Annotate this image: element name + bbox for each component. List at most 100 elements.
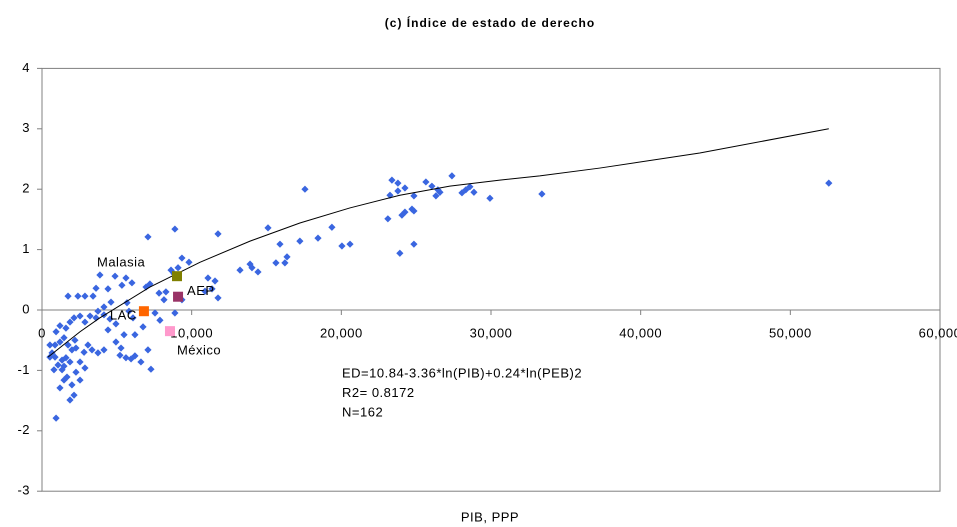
- scatter-point: [104, 285, 112, 293]
- scatter-point: [76, 312, 84, 320]
- scatter-point: [139, 323, 147, 331]
- scatter-point: [432, 192, 440, 200]
- x-tick-label: 50,000: [769, 325, 812, 340]
- scatter-point: [70, 391, 78, 399]
- scatter-point: [127, 355, 135, 363]
- scatter-point: [401, 184, 409, 192]
- scatter-point: [201, 287, 209, 295]
- scatter-point: [56, 338, 64, 346]
- scatter-point: [94, 307, 102, 315]
- scatter-point: [394, 187, 402, 195]
- scatter-point: [384, 215, 392, 223]
- scatter-point: [129, 314, 137, 322]
- scatter-point: [84, 341, 92, 349]
- scatter-point: [66, 358, 74, 366]
- point-label: Malasia: [97, 255, 146, 270]
- scatter-point: [51, 353, 59, 361]
- scatter-point: [396, 249, 404, 257]
- scatter-point: [272, 259, 280, 267]
- scatter-point: [70, 314, 78, 322]
- scatter-point: [328, 223, 336, 231]
- y-tick-label: 4: [22, 60, 30, 75]
- scatter-point: [68, 346, 76, 354]
- scatter-point: [538, 190, 546, 198]
- scatter-point: [386, 191, 394, 199]
- scatter-point: [80, 348, 88, 356]
- scatter-point: [46, 341, 54, 349]
- point-label: México: [177, 343, 221, 358]
- scatter-point: [96, 271, 104, 279]
- scatter-point: [54, 361, 62, 369]
- scatter-point: [346, 240, 354, 248]
- annotation: ED=10.84-3.36*ln(PIB)+0.24*ln(PEB)2: [342, 365, 582, 380]
- scatter-point: [314, 234, 322, 242]
- y-tick-label: 3: [22, 120, 30, 135]
- annotation: N=162: [342, 404, 383, 419]
- scatter-point: [296, 237, 304, 245]
- scatter-point: [60, 334, 68, 342]
- scatter-point: [111, 272, 119, 280]
- x-axis-label: PIB, PPP: [461, 509, 519, 524]
- point-label: LAC: [110, 308, 137, 323]
- scatter-point: [410, 240, 418, 248]
- scatter-point: [422, 178, 430, 186]
- annotation: R2= 0.8172: [342, 385, 415, 400]
- scatter-point: [825, 179, 833, 187]
- scatter-point: [156, 316, 164, 324]
- scatter-point: [76, 358, 84, 366]
- scatter-point: [174, 264, 182, 272]
- scatter-point: [208, 285, 216, 293]
- scatter-point: [142, 283, 150, 291]
- scatter-point: [466, 183, 474, 191]
- scatter-point: [410, 192, 418, 200]
- y-tick-label: -3: [17, 483, 30, 498]
- scatter-point: [68, 381, 76, 389]
- scatter-point: [74, 292, 82, 300]
- scatter-point: [52, 328, 60, 336]
- scatter-point: [281, 259, 289, 267]
- scatter-point: [131, 331, 139, 339]
- scatter-point: [428, 182, 436, 190]
- scatter-point: [71, 336, 79, 344]
- scatter-point: [81, 364, 89, 372]
- point-label: AEP: [187, 283, 215, 298]
- scatter-point: [128, 279, 136, 287]
- scatter-point: [100, 303, 108, 311]
- y-tick-label: -1: [17, 362, 30, 377]
- x-tick-label: 0: [38, 325, 46, 340]
- scatter-point: [401, 208, 409, 216]
- chart-title: (c) Índice de estado de derecho: [385, 15, 595, 30]
- scatter-point: [167, 266, 175, 274]
- scatter-point: [112, 320, 120, 328]
- scatter-point: [204, 274, 212, 282]
- scatter-point: [125, 307, 133, 315]
- scatter-point: [48, 349, 56, 357]
- scatter-point: [276, 240, 284, 248]
- scatter-point: [171, 225, 179, 233]
- scatter-point: [171, 309, 179, 317]
- scatter-point: [120, 331, 128, 339]
- scatter-point: [106, 315, 114, 323]
- scatter-point: [137, 358, 145, 366]
- scatter-point: [60, 376, 68, 384]
- y-tick-label: 0: [22, 301, 30, 316]
- scatter-point: [51, 341, 59, 349]
- scatter-point: [116, 351, 124, 359]
- scatter-point: [155, 289, 163, 297]
- scatter-point: [81, 292, 89, 300]
- scatter-point: [58, 366, 66, 374]
- scatter-point: [56, 384, 64, 392]
- x-tick-label: 10,000: [170, 325, 213, 340]
- highlight-point: [173, 291, 184, 302]
- scatter-point: [81, 318, 89, 326]
- scatter-point: [66, 396, 74, 404]
- scatter-point: [104, 326, 112, 334]
- scatter-point: [88, 346, 96, 354]
- scatter-point: [89, 292, 97, 300]
- highlight-point: [171, 271, 182, 282]
- scatter-point: [72, 368, 80, 376]
- scatter-point: [50, 366, 58, 374]
- scatter-point: [236, 266, 244, 274]
- scatter-point: [62, 324, 70, 332]
